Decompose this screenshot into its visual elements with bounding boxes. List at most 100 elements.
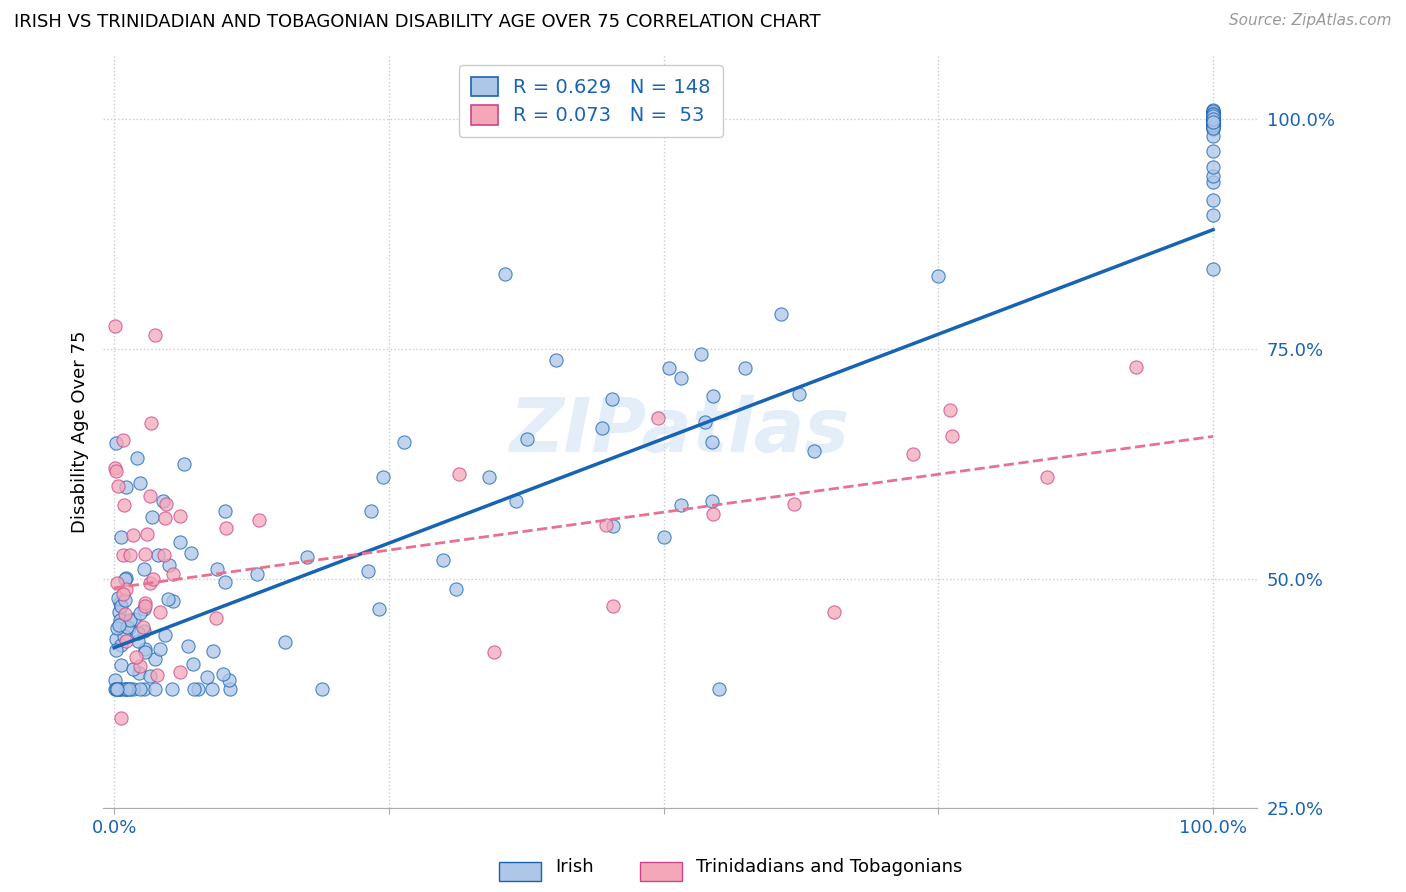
Point — [134, 681, 156, 696]
Point — [368, 602, 391, 616]
Point — [122, 681, 145, 696]
Point — [1202, 104, 1225, 119]
Point — [118, 681, 141, 696]
Point — [143, 328, 166, 343]
Point — [707, 681, 730, 696]
Point — [671, 499, 693, 513]
Point — [128, 666, 150, 681]
Point — [803, 444, 825, 458]
Point — [1202, 208, 1225, 222]
Point — [152, 548, 174, 562]
Point — [118, 681, 141, 696]
Point — [105, 681, 128, 696]
Point — [770, 307, 793, 321]
Point — [1202, 121, 1225, 136]
Point — [134, 596, 156, 610]
Point — [1202, 103, 1225, 118]
Point — [110, 638, 132, 652]
Point — [134, 645, 156, 659]
Point — [110, 681, 132, 696]
Point — [139, 489, 162, 503]
Point — [1202, 112, 1225, 127]
Point — [1202, 121, 1225, 136]
Point — [110, 829, 132, 843]
Point — [1202, 120, 1225, 134]
Point — [1202, 106, 1225, 120]
Point — [689, 347, 711, 361]
Point — [156, 591, 179, 606]
Point — [108, 618, 131, 632]
Point — [373, 470, 395, 484]
Point — [110, 599, 132, 613]
Point — [120, 613, 142, 627]
Point — [111, 616, 134, 631]
Point — [104, 319, 127, 334]
Point — [143, 652, 166, 666]
Point — [205, 611, 228, 625]
Point — [927, 268, 949, 283]
Point — [218, 673, 240, 687]
Point — [134, 602, 156, 616]
Point — [823, 605, 845, 619]
Point — [114, 681, 136, 696]
Point — [1202, 112, 1225, 126]
Point — [647, 411, 669, 425]
Point — [1202, 114, 1225, 128]
Point — [702, 435, 724, 450]
Point — [107, 591, 129, 605]
Point — [1202, 107, 1225, 121]
Point — [129, 659, 152, 673]
Point — [114, 582, 136, 597]
Point — [1202, 112, 1225, 126]
Point — [444, 582, 467, 596]
Point — [1202, 114, 1225, 128]
Point — [104, 681, 127, 696]
Point — [104, 681, 127, 696]
Point — [544, 352, 567, 367]
Point — [357, 564, 380, 578]
Point — [652, 530, 675, 544]
Point — [214, 575, 236, 590]
Point — [127, 633, 149, 648]
Point — [1036, 470, 1059, 484]
Point — [505, 493, 527, 508]
Point — [693, 415, 716, 429]
Point — [1202, 112, 1225, 127]
Point — [111, 587, 134, 601]
Point — [162, 681, 184, 696]
Point — [104, 461, 127, 475]
Point — [1202, 176, 1225, 190]
Point — [218, 681, 240, 696]
Point — [121, 662, 143, 676]
Point — [602, 518, 624, 533]
Point — [1125, 360, 1147, 375]
Point — [1202, 113, 1225, 128]
Point — [108, 681, 131, 696]
Point — [107, 681, 129, 696]
Point — [201, 681, 224, 696]
Point — [1202, 104, 1225, 119]
Point — [1202, 169, 1225, 183]
Legend: R = 0.629   N = 148, R = 0.073   N =  53: R = 0.629 N = 148, R = 0.073 N = 53 — [458, 65, 723, 137]
Point — [105, 621, 128, 635]
Point — [114, 480, 136, 494]
Point — [669, 371, 692, 385]
Point — [169, 509, 191, 524]
Point — [1202, 109, 1225, 123]
Point — [134, 547, 156, 561]
Point — [177, 639, 200, 653]
Point — [105, 642, 128, 657]
Point — [155, 510, 177, 524]
Point — [129, 681, 152, 696]
Point — [449, 467, 471, 481]
Point — [173, 458, 195, 472]
Text: Trinidadians and Tobagonians: Trinidadians and Tobagonians — [696, 858, 962, 876]
Point — [110, 530, 132, 544]
Point — [149, 605, 172, 619]
Point — [115, 571, 138, 585]
Point — [1202, 111, 1225, 125]
Text: ZIPatlas: ZIPatlas — [510, 395, 851, 468]
Point — [295, 549, 318, 564]
Point — [110, 657, 132, 672]
Point — [939, 403, 962, 417]
